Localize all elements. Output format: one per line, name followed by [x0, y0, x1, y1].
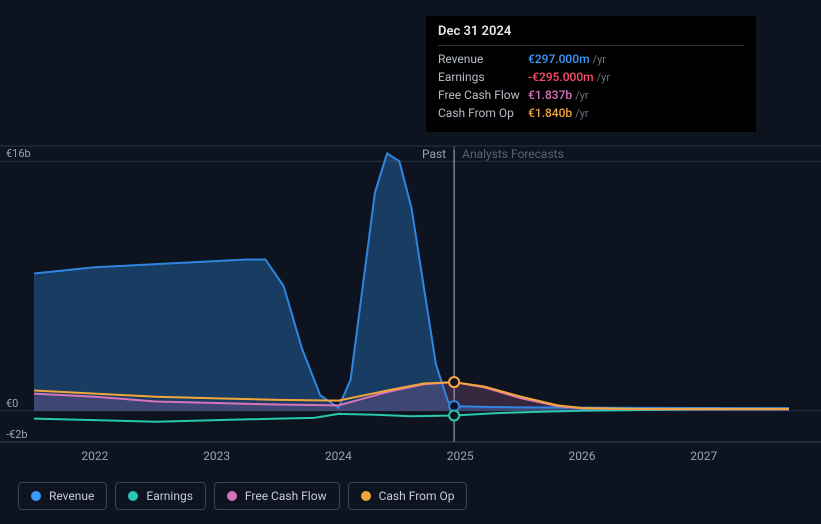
legend-item-earnings[interactable]: Earnings [115, 482, 206, 510]
legend-swatch-icon [361, 491, 371, 501]
y-axis-label: €0 [6, 397, 18, 410]
series-marker-earnings [449, 410, 459, 420]
legend-swatch-icon [227, 491, 237, 501]
series-area-revenue [34, 153, 789, 410]
series-marker-cfo [449, 377, 459, 387]
legend-item-label: Earnings [146, 489, 193, 503]
y-axis-label: -€2b [6, 428, 28, 441]
legend-item-label: Free Cash Flow [245, 489, 327, 503]
forecast-section-label: Analysts Forecasts [462, 147, 564, 161]
past-section-label: Past [422, 147, 446, 161]
legend-swatch-icon [128, 491, 138, 501]
legend-item-revenue[interactable]: Revenue [18, 482, 107, 510]
legend-item-label: Revenue [49, 489, 94, 503]
legend-item-fcf[interactable]: Free Cash Flow [214, 482, 340, 510]
earnings-revenue-chart[interactable]: €16b €0 -€2b Past Analysts Forecasts 2022 2023… [0, 0, 821, 524]
y-axis-label: €16b [6, 147, 31, 160]
x-axis-label: 2022 [81, 449, 108, 463]
legend-item-cfo[interactable]: Cash From Op [348, 482, 468, 510]
chart-legend: Revenue Earnings Free Cash Flow Cash From O… [18, 482, 467, 510]
x-axis-label: 2027 [690, 449, 717, 463]
x-axis-label: 2025 [447, 449, 474, 463]
chart-container: { "tooltip": { "date": "Dec 31 2024", "r… [0, 0, 821, 524]
x-axis-label: 2023 [203, 449, 230, 463]
legend-swatch-icon [31, 491, 41, 501]
x-axis-label: 2024 [325, 449, 352, 463]
x-axis-label: 2026 [568, 449, 595, 463]
legend-item-label: Cash From Op [379, 489, 455, 503]
